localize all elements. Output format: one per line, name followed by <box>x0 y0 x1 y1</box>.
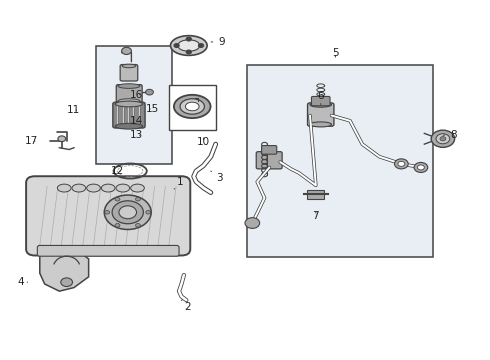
Text: 13: 13 <box>130 130 144 140</box>
Ellipse shape <box>131 184 145 192</box>
FancyBboxPatch shape <box>26 176 190 256</box>
FancyBboxPatch shape <box>116 85 142 103</box>
Text: 14: 14 <box>130 116 144 126</box>
Circle shape <box>115 224 120 227</box>
Text: 1: 1 <box>174 177 184 189</box>
Bar <box>307 190 324 199</box>
Circle shape <box>61 278 73 287</box>
FancyBboxPatch shape <box>120 64 138 81</box>
Ellipse shape <box>180 99 204 114</box>
Circle shape <box>112 201 144 224</box>
Text: 10: 10 <box>197 138 210 147</box>
Circle shape <box>394 159 408 169</box>
Circle shape <box>414 162 428 172</box>
Ellipse shape <box>118 84 140 88</box>
FancyBboxPatch shape <box>113 102 145 128</box>
Bar <box>247 65 433 257</box>
FancyBboxPatch shape <box>312 96 330 106</box>
Bar <box>96 45 172 164</box>
Text: 3: 3 <box>211 171 223 183</box>
Circle shape <box>245 218 260 228</box>
Circle shape <box>122 47 131 54</box>
Polygon shape <box>40 248 89 291</box>
Circle shape <box>198 44 203 47</box>
Ellipse shape <box>87 184 100 192</box>
Text: 8: 8 <box>443 130 457 140</box>
Ellipse shape <box>101 184 115 192</box>
Ellipse shape <box>171 36 207 55</box>
Bar <box>169 85 216 130</box>
Circle shape <box>440 136 446 141</box>
Circle shape <box>186 37 191 41</box>
Text: 7: 7 <box>313 211 319 221</box>
Ellipse shape <box>115 123 143 129</box>
Circle shape <box>186 50 191 54</box>
Text: 2: 2 <box>181 300 191 312</box>
Ellipse shape <box>118 99 140 103</box>
Ellipse shape <box>115 101 143 107</box>
Text: 9: 9 <box>211 37 225 47</box>
Circle shape <box>146 89 153 95</box>
Circle shape <box>136 197 141 201</box>
Text: 4: 4 <box>18 277 27 287</box>
Ellipse shape <box>174 95 211 118</box>
FancyBboxPatch shape <box>256 152 282 169</box>
Text: 11: 11 <box>67 105 80 115</box>
Circle shape <box>105 211 110 214</box>
Circle shape <box>115 197 120 201</box>
Circle shape <box>146 211 151 214</box>
Circle shape <box>174 44 179 47</box>
Ellipse shape <box>116 184 130 192</box>
Ellipse shape <box>72 184 86 192</box>
Ellipse shape <box>122 64 136 68</box>
Circle shape <box>417 165 424 170</box>
Circle shape <box>119 206 137 219</box>
FancyBboxPatch shape <box>308 103 334 126</box>
Text: 15: 15 <box>146 104 159 114</box>
Circle shape <box>398 161 405 166</box>
Ellipse shape <box>178 40 200 51</box>
FancyBboxPatch shape <box>37 246 179 256</box>
Circle shape <box>136 224 141 227</box>
Circle shape <box>104 195 151 229</box>
Ellipse shape <box>310 122 331 127</box>
Ellipse shape <box>57 184 71 192</box>
Ellipse shape <box>310 102 331 107</box>
Text: 16: 16 <box>130 90 144 100</box>
Text: 5: 5 <box>332 48 339 58</box>
FancyBboxPatch shape <box>262 145 277 154</box>
Ellipse shape <box>185 102 199 111</box>
Text: 6: 6 <box>318 91 324 105</box>
Text: 12: 12 <box>111 166 124 176</box>
Circle shape <box>58 136 66 141</box>
Circle shape <box>436 134 450 144</box>
Text: 17: 17 <box>25 136 38 146</box>
Circle shape <box>431 130 455 147</box>
